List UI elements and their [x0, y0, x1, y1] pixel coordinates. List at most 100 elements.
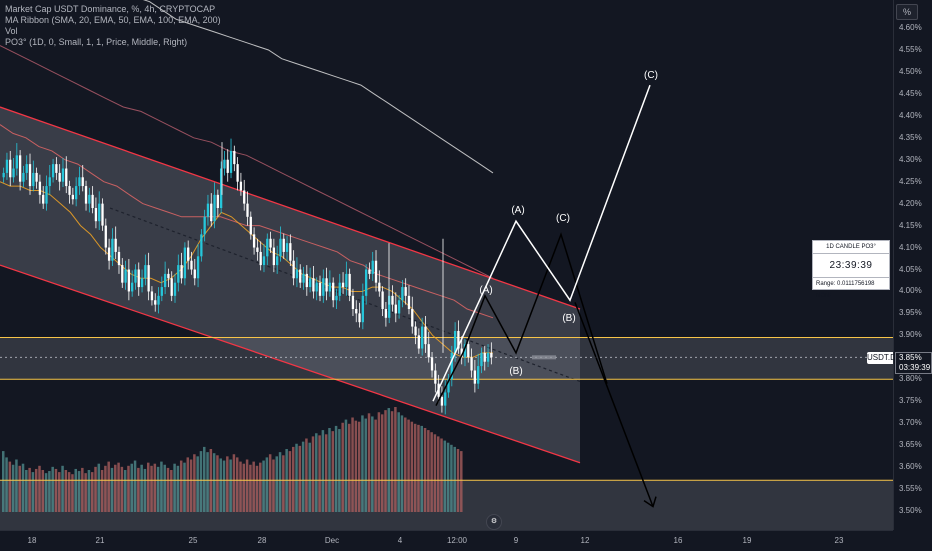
candle-body	[486, 352, 490, 362]
volume-bar	[58, 472, 61, 512]
candle-body	[440, 396, 444, 406]
price-axis-tick-label: 3.95%	[899, 308, 922, 318]
volume-bar	[380, 414, 384, 512]
candle-body	[22, 172, 25, 182]
volume-bar	[8, 461, 12, 512]
volume-bar	[25, 470, 28, 512]
volume-bar	[390, 411, 394, 512]
time-axis-tick-label: 16	[673, 536, 683, 545]
chart-legend: Market Cap USDT Dominance, %, 4h, CRYPTO…	[5, 4, 221, 48]
percent-scale-button[interactable]: %	[896, 4, 918, 20]
volume-bar	[176, 465, 180, 512]
candle-body	[341, 282, 345, 288]
candle-body	[229, 150, 233, 173]
volume-bar	[387, 408, 391, 512]
price-axis-tick-label: 4.00%	[899, 286, 922, 296]
candle-body	[338, 282, 341, 296]
volume-bar	[436, 436, 440, 512]
price-axis-tick-label: 4.55%	[899, 44, 922, 54]
candle-body	[355, 309, 358, 314]
tradingview-logo-icon[interactable]: ⚙	[486, 514, 502, 530]
projection-path-white	[432, 84, 651, 402]
volume-bar	[156, 466, 160, 512]
volume-bar	[440, 438, 443, 512]
legend-symbol-line[interactable]: Market Cap USDT Dominance, %, 4h, CRYPTO…	[5, 4, 216, 14]
candle-body	[2, 172, 5, 178]
candle-body	[193, 269, 196, 279]
candle-body	[467, 344, 470, 358]
time-axis-tick-label: 12	[580, 536, 590, 545]
candle-body	[68, 186, 71, 195]
candle-body	[401, 287, 404, 301]
volume-bar	[259, 462, 262, 512]
time-axis-tick-label: 9	[513, 536, 519, 545]
volume-bar	[242, 463, 246, 512]
candle-body	[187, 247, 190, 261]
projection-path-dark	[435, 232, 608, 406]
candle-body	[345, 273, 348, 288]
volume-bar	[249, 464, 252, 512]
candle-body	[364, 269, 368, 296]
price-axis-tick-label: 4.35%	[899, 132, 922, 142]
time-axis[interactable]	[0, 530, 893, 551]
candle-body	[305, 273, 308, 288]
candle-body	[160, 287, 163, 296]
candle-body	[407, 295, 411, 310]
volume-bar	[81, 467, 84, 512]
time-axis-tick-label: Dec	[324, 536, 340, 545]
price-axis[interactable]	[893, 0, 932, 530]
chart-plot-area[interactable]: (A) (A) (B) (B) (C) (C)	[0, 0, 893, 530]
volume-bar	[193, 454, 196, 512]
candle-body	[308, 278, 312, 288]
candle-body	[404, 287, 407, 296]
ma-ema100-line	[0, 45, 494, 279]
time-axis-tick-label: 4	[397, 536, 403, 545]
volume-bar	[232, 454, 236, 512]
wave-label-a-upper: (A)	[511, 205, 524, 216]
projection-path-dark-down	[574, 302, 654, 507]
candle-body	[140, 278, 144, 288]
volume-bar	[288, 451, 292, 512]
candle-body	[447, 379, 450, 393]
volume-bar	[203, 446, 206, 512]
volume-bar	[443, 440, 447, 512]
candle-body	[361, 295, 364, 323]
volume-bar	[295, 443, 298, 512]
candle-body	[131, 282, 134, 292]
candle-body	[249, 216, 252, 235]
legend-volume-line[interactable]: Vol	[5, 26, 18, 36]
candle-body	[206, 203, 210, 217]
price-axis-tick-label: 3.60%	[899, 462, 922, 472]
volume-bar	[21, 463, 25, 512]
candle-body	[430, 357, 434, 371]
candle-body	[88, 194, 91, 204]
time-axis-tick-label: 12:00	[446, 536, 468, 545]
ma-ema200-line	[142, 0, 494, 174]
volume-bar	[272, 459, 275, 512]
time-axis-tick-label: 18	[27, 536, 37, 545]
volume-bar	[166, 467, 170, 512]
po3-timer: 23:39:39	[813, 254, 889, 278]
candle-body	[107, 247, 111, 261]
volume-bar	[137, 467, 140, 512]
candle-body	[239, 181, 243, 191]
candle-body	[358, 313, 361, 323]
volume-bar	[338, 429, 341, 512]
volume-bar	[133, 460, 137, 512]
legend-po3-line[interactable]: PO3° (1D, 0, Small, 1, 1, Price, Middle,…	[5, 37, 188, 47]
price-axis-tick-label: 4.60%	[899, 23, 922, 32]
candle-body	[124, 269, 127, 283]
po3-candle-marker	[532, 355, 556, 360]
channel-lower-line	[0, 264, 581, 464]
volume-bar	[28, 467, 31, 512]
candle-body	[252, 234, 256, 248]
channel-upper-line	[0, 106, 581, 310]
price-axis-tick-label: 3.70%	[899, 418, 922, 428]
candle-body	[167, 273, 170, 279]
volume-bar	[252, 461, 255, 512]
price-axis-tick-label: 4.30%	[899, 154, 922, 164]
price-axis-tick-label: 4.50%	[899, 66, 922, 76]
legend-ma-ribbon-line[interactable]: MA Ribbon (SMA, 20, EMA, 50, EMA, 100, E…	[5, 15, 221, 25]
candle-body	[453, 330, 457, 353]
candle-body	[35, 172, 38, 182]
